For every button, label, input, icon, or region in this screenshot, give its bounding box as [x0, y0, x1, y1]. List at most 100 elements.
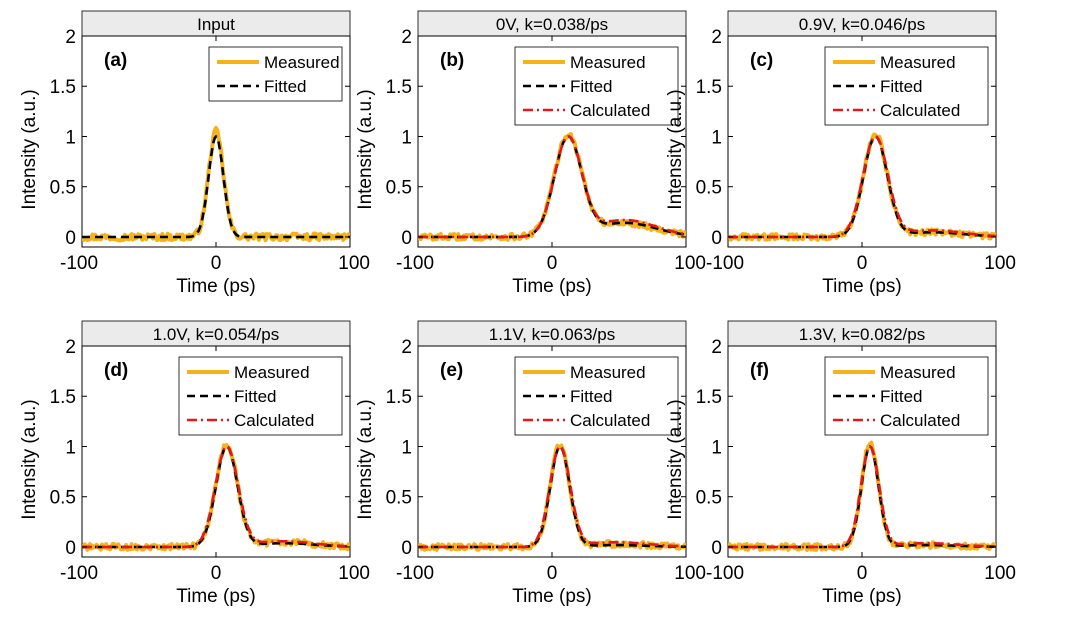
panel-title: 0V, k=0.038/ps — [496, 15, 608, 34]
x-tick-label: 100 — [338, 563, 370, 584]
x-tick-label: -100 — [706, 563, 744, 584]
y-tick-label: 0 — [711, 228, 722, 249]
x-axis-label: Time (ps) — [512, 276, 592, 297]
panel-title: 1.0V, k=0.054/ps — [153, 325, 280, 344]
title-bar — [727, 10, 997, 37]
legend-label: Fitted — [234, 387, 277, 406]
x-tick-label: 0 — [547, 253, 558, 274]
y-tick-label: 1 — [401, 437, 412, 458]
x-tick-label: 0 — [857, 563, 868, 584]
panel-title: 0.9V, k=0.046/ps — [799, 15, 926, 34]
y-tick-label: 1 — [65, 437, 76, 458]
legend-label: Fitted — [570, 77, 613, 96]
legend-label: Measured — [264, 53, 340, 72]
title-bar — [417, 320, 687, 347]
legend-label: Calculated — [570, 411, 650, 430]
x-axis-label: Time (ps) — [512, 586, 592, 607]
legend-label: Fitted — [570, 387, 613, 406]
y-tick-label: 0 — [711, 538, 722, 559]
chart-panel: 1.0V, k=0.054/ps 0 0.5 1 1.5 2 -100 0 100 Time (p… — [19, 320, 370, 607]
series-line-calculated — [418, 135, 686, 239]
x-tick-label: 0 — [211, 563, 222, 584]
y-tick-label: 2 — [65, 27, 76, 48]
y-tick-label: 1.5 — [386, 77, 412, 98]
x-tick-label: -100 — [396, 563, 434, 584]
x-tick-label: 0 — [857, 253, 868, 274]
legend-label: Fitted — [880, 387, 923, 406]
y-axis-label: Intensity (a.u.) — [19, 399, 40, 519]
x-tick-label: -100 — [60, 563, 98, 584]
x-tick-label: -100 — [706, 253, 744, 274]
x-tick-label: 100 — [674, 253, 706, 274]
x-tick-label: 0 — [547, 563, 558, 584]
x-tick-label: -100 — [60, 253, 98, 274]
y-tick-label: 1 — [711, 437, 722, 458]
panel-letter: (c) — [750, 50, 773, 71]
series-line-calculated — [418, 445, 686, 549]
panel-title: 1.3V, k=0.082/ps — [799, 325, 926, 344]
legend-label: Calculated — [880, 411, 960, 430]
panel-letter: (b) — [440, 50, 464, 71]
x-tick-label: 100 — [984, 253, 1016, 274]
title-bar — [727, 320, 997, 347]
panel-letter: (f) — [750, 360, 769, 381]
x-tick-label: 100 — [338, 253, 370, 274]
legend-label: Calculated — [880, 101, 960, 120]
y-tick-label: 0.5 — [386, 488, 412, 509]
y-tick-label: 1 — [65, 127, 76, 148]
title-bar — [81, 10, 351, 37]
x-axis-label: Time (ps) — [176, 586, 256, 607]
y-tick-label: 2 — [65, 337, 76, 358]
series-line-calculated — [82, 445, 350, 549]
y-tick-label: 0 — [401, 228, 412, 249]
y-tick-label: 1 — [711, 127, 722, 148]
y-tick-label: 2 — [711, 337, 722, 358]
panel-title: 1.1V, k=0.063/ps — [489, 325, 616, 344]
legend-label: Measured — [880, 53, 956, 72]
chart-panel: Input 0 0.5 1 1.5 2 -100 0 100 Time (ps) Intensity… — [19, 10, 370, 297]
y-tick-label: 0 — [401, 538, 412, 559]
legend-label: Calculated — [570, 101, 650, 120]
y-tick-label: 0.5 — [696, 178, 722, 199]
y-axis-label: Intensity (a.u.) — [665, 89, 686, 209]
y-tick-label: 1.5 — [696, 77, 722, 98]
legend-box — [208, 46, 343, 102]
x-axis-label: Time (ps) — [822, 276, 902, 297]
y-tick-label: 1.5 — [50, 387, 76, 408]
series-line-fitted — [82, 135, 350, 239]
legend-label: Measured — [570, 53, 646, 72]
panel-letter: (d) — [104, 360, 128, 381]
legend-label: Calculated — [234, 411, 314, 430]
series-line-calculated — [728, 135, 996, 239]
y-axis-label: Intensity (a.u.) — [19, 89, 40, 209]
x-axis-label: Time (ps) — [822, 586, 902, 607]
chart-panel: 0V, k=0.038/ps 0 0.5 1 1.5 2 -100 0 100 Time (ps)… — [355, 10, 706, 297]
y-tick-label: 0.5 — [696, 488, 722, 509]
x-tick-label: 100 — [674, 563, 706, 584]
y-tick-label: 0.5 — [50, 178, 76, 199]
legend-label: Measured — [880, 363, 956, 382]
y-tick-label: 1.5 — [50, 77, 76, 98]
legend-label: Measured — [570, 363, 646, 382]
x-tick-label: 0 — [211, 253, 222, 274]
y-tick-label: 1.5 — [386, 387, 412, 408]
y-tick-label: 1 — [401, 127, 412, 148]
legend-label: Fitted — [880, 77, 923, 96]
panel-letter: (a) — [104, 50, 127, 71]
series-line-calculated — [728, 445, 996, 549]
y-tick-label: 2 — [401, 27, 412, 48]
y-tick-label: 0.5 — [50, 488, 76, 509]
chart-panel: 1.1V, k=0.063/ps 0 0.5 1 1.5 2 -100 0 100 Time (p… — [355, 320, 706, 607]
title-bar — [81, 320, 351, 347]
panel-title: Input — [197, 15, 235, 34]
y-tick-label: 1.5 — [696, 387, 722, 408]
y-tick-label: 0 — [65, 538, 76, 559]
panel-letter: (e) — [440, 360, 463, 381]
y-axis-label: Intensity (a.u.) — [355, 89, 376, 209]
y-tick-label: 2 — [711, 27, 722, 48]
x-tick-label: -100 — [396, 253, 434, 274]
legend-label: Fitted — [264, 77, 307, 96]
y-axis-label: Intensity (a.u.) — [355, 399, 376, 519]
y-tick-label: 2 — [401, 337, 412, 358]
